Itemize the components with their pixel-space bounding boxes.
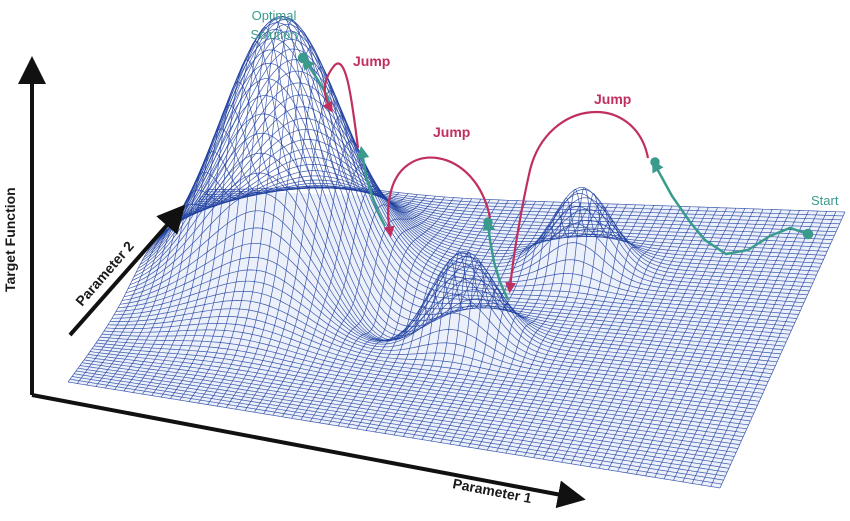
mesh-line-u [365, 199, 500, 431]
mesh-line-u [188, 18, 327, 402]
mesh-line-u [216, 30, 354, 407]
mesh-line-u [235, 66, 373, 410]
y-axis-label: Target Function [2, 187, 18, 292]
solution-label: Solution [251, 27, 298, 42]
mesh-line-u [281, 186, 418, 417]
mesh-line-u [207, 20, 345, 405]
mesh-line-u [421, 201, 555, 440]
mesh-line-u [132, 128, 272, 393]
mesh-line-u [170, 41, 309, 399]
path-segment-top [302, 56, 332, 105]
mesh-line-u [263, 140, 400, 414]
x-axis-label: Parameter 1 [451, 475, 533, 506]
surface-mesh [67, 15, 846, 489]
mesh-line-u [496, 193, 627, 452]
jump-label-2: Jump [433, 124, 470, 140]
mesh-line-u [589, 207, 718, 467]
mesh-line-u [300, 195, 436, 420]
mesh-line-u [598, 207, 728, 469]
jump-label-3: Jump [594, 91, 631, 107]
mesh-line-u [542, 205, 673, 460]
mesh-line-u [486, 187, 618, 451]
jump-arcs [322, 62, 650, 294]
mesh-line-u [561, 206, 691, 463]
jump-arc-left [322, 62, 360, 149]
mesh-line-u [356, 199, 491, 430]
path-segment-start [651, 159, 809, 256]
mesh-line-u [514, 204, 646, 455]
mesh-line-u [142, 104, 282, 395]
mesh-line-u [701, 211, 828, 486]
mesh-line-u [309, 196, 445, 422]
jump-arc-right [505, 111, 650, 294]
mesh-line-u [272, 164, 409, 416]
mesh-line-u [151, 81, 291, 396]
mesh-line-u [682, 210, 809, 483]
mesh-line-u [607, 208, 737, 470]
jump-label-1: Jump [353, 53, 390, 69]
x-axis-line [31, 393, 586, 509]
path-segment-middle [482, 217, 510, 301]
peak-point-right [650, 157, 660, 167]
mesh-line-u [663, 209, 791, 480]
mesh-line-u [710, 211, 837, 487]
optimal-label: Optimal [252, 8, 297, 23]
mesh-line-u [319, 197, 454, 424]
mesh-line-u [533, 205, 664, 458]
axes [18, 56, 586, 509]
path-segment-left [356, 145, 387, 227]
mesh-line-u [393, 200, 527, 436]
jump-arc-middle [383, 156, 492, 238]
mesh-line-u [226, 46, 363, 408]
mesh-line-u [645, 209, 773, 477]
mesh-line-u [440, 202, 573, 443]
start-point [802, 228, 814, 240]
mesh-line-u [402, 201, 536, 437]
mesh-line-u [179, 26, 318, 401]
mesh-line-u [505, 204, 637, 454]
mesh-line-u [160, 59, 300, 398]
mesh-line-u [95, 189, 236, 387]
mesh-line-u [551, 206, 682, 461]
mesh-line-u [244, 90, 382, 411]
mesh-line-u [673, 210, 800, 481]
mesh-line-u [458, 203, 591, 446]
mesh-line-u [198, 15, 336, 404]
search-path [297, 52, 814, 301]
mesh-line-u [430, 202, 564, 442]
mesh-line-u [691, 210, 819, 484]
peak-point-optimal [297, 52, 309, 64]
mesh-line-u [328, 198, 464, 425]
peak-point-middle [483, 217, 493, 227]
mesh-line-u [375, 200, 509, 433]
mesh-line-u [524, 205, 655, 457]
mesh-line-u [291, 195, 427, 419]
start-label: Start [811, 193, 839, 208]
mesh-line-u [635, 209, 764, 475]
mesh-line-u [86, 189, 227, 386]
mesh-line-u [719, 211, 846, 489]
mesh-line-u [570, 206, 700, 464]
mesh-line-u [654, 209, 782, 478]
z-axis-line [68, 204, 186, 337]
mesh-line-u [412, 201, 546, 439]
mesh-line-u [579, 207, 709, 466]
